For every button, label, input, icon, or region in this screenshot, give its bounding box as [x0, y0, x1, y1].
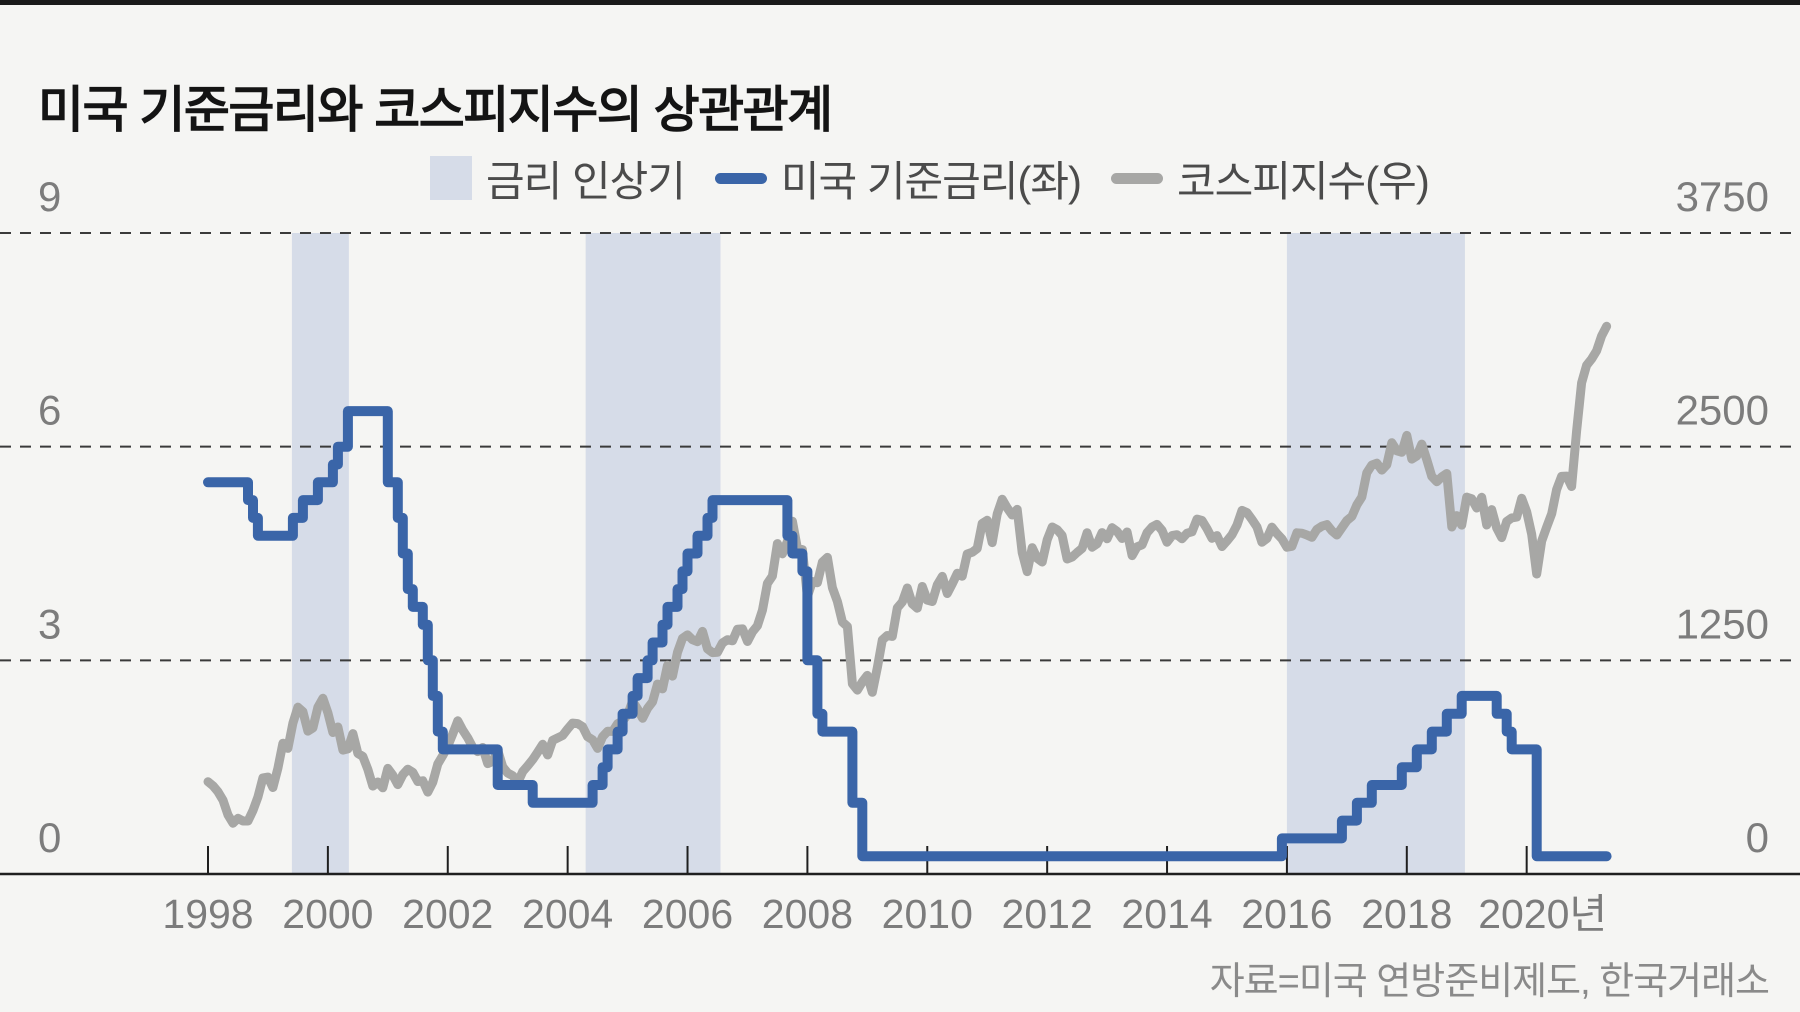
legend-label-kospi: 코스피지수(우) [1177, 157, 1430, 205]
x-tick-label-2012: 2012 [1002, 891, 1093, 937]
x-tick-label-2020년: 2020년 [1478, 891, 1607, 937]
x-tick-label-2018: 2018 [1361, 891, 1452, 937]
x-tick-label-1998: 1998 [162, 891, 253, 937]
legend: 금리 인상기 미국 기준금리(좌) 코스피지수(우) [430, 152, 1430, 205]
page-title: 미국 기준금리와 코스피지수의 상관관계 [38, 81, 833, 138]
legend-item-kospi: 코스피지수(우) [1111, 148, 1430, 209]
right-axis-label-2500: 2500 [1676, 387, 1769, 434]
x-tick-label-2004: 2004 [522, 891, 613, 937]
fed-rate-line-icon [714, 172, 767, 184]
left-axis-label-6: 6 [38, 387, 61, 434]
legend-item-fed-rate: 미국 기준금리(좌) [714, 148, 1082, 209]
kospi-line [203, 321, 1612, 828]
x-tick-label-2010: 2010 [882, 891, 973, 937]
x-tick-label-2016: 2016 [1241, 891, 1332, 937]
right-axis-label-3750: 3750 [1676, 173, 1769, 220]
rate-hike-swatch-icon [430, 156, 472, 200]
left-axis-label-9: 9 [38, 173, 61, 220]
fed-rate-line [203, 406, 1612, 862]
x-tick-label-2006: 2006 [642, 891, 733, 937]
x-tick-label-2008: 2008 [762, 891, 853, 937]
right-axis-label-1250: 1250 [1676, 600, 1769, 647]
x-tick-label-2014: 2014 [1121, 891, 1212, 937]
legend-label-rate-hike-period: 금리 인상기 [486, 157, 686, 205]
x-tick-label-2000: 2000 [282, 891, 373, 937]
legend-label-fed-rate: 미국 기준금리(좌) [780, 157, 1082, 205]
source-note: 자료=미국 연방준비제도, 한국거래소 [1209, 961, 1770, 1003]
left-axis-label-3: 3 [38, 600, 61, 647]
legend-item-rate-hike-period: 금리 인상기 [430, 148, 686, 209]
left-axis-label-0: 0 [38, 814, 61, 861]
kospi-line-icon [1111, 172, 1163, 184]
x-tick-label-2002: 2002 [402, 891, 493, 937]
rate-hike-band [291, 233, 349, 874]
right-axis-label-0: 0 [1746, 814, 1769, 861]
rate-hike-band [1286, 233, 1465, 874]
top-bar [0, 0, 1800, 5]
